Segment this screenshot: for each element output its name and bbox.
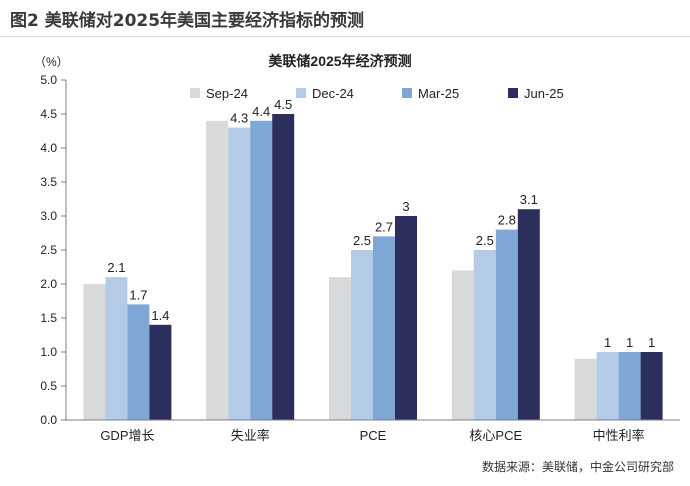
bar-value-label: 3.1 <box>520 192 538 207</box>
bars-group: 2.11.71.44.3 4.4 4.52.52.732.52.83.11 1 1 <box>83 97 663 421</box>
bar <box>250 120 273 421</box>
x-category-label: 失业率 <box>231 428 270 443</box>
data-source-note: 数据来源：美联储，中金公司研究部 <box>481 460 674 474</box>
bar <box>83 284 106 420</box>
bar-value-label: 4.5 <box>274 97 292 112</box>
bar <box>618 352 641 420</box>
y-tick-label: 1.0 <box>40 345 57 359</box>
x-axis: GDP增长 失业率 PCE 核心PCE 中性利率 <box>66 419 680 443</box>
bar <box>329 277 351 420</box>
bar <box>105 277 128 420</box>
bar-value-label: 1 <box>626 335 633 350</box>
y-tick-label: 2.5 <box>40 243 57 257</box>
legend-label: Dec-24 <box>312 86 354 101</box>
bar <box>272 114 295 420</box>
legend-swatch <box>402 88 412 98</box>
bar-value-label: 3 <box>402 199 409 214</box>
y-tick-label: 4.0 <box>40 141 57 155</box>
title-divider <box>0 36 690 37</box>
chart-title: 美联储2025年经济预测 <box>268 53 411 69</box>
bar <box>574 358 597 420</box>
bar-value-label: 1.4 <box>151 308 169 323</box>
x-category-label: PCE <box>360 428 387 443</box>
y-tick-label: 4.5 <box>40 107 57 121</box>
bar-value-label: 2.7 <box>375 219 393 234</box>
bar <box>373 236 395 420</box>
y-tick-label: 5.0 <box>40 73 57 87</box>
bar <box>127 304 150 420</box>
legend-label: Jun-25 <box>524 86 564 101</box>
legend: Sep-24 Dec-24 Mar-25 Jun-25 <box>190 86 564 101</box>
bar-value-label: 2.1 <box>107 260 125 275</box>
y-tick-label: 3.0 <box>40 209 57 223</box>
legend-swatch <box>190 88 200 98</box>
bar <box>395 216 417 420</box>
legend-swatch <box>296 88 306 98</box>
y-tick-label: 1.5 <box>40 311 57 325</box>
bar-value-label: 1 <box>604 335 611 350</box>
bar-value-label: 4.3 <box>230 111 248 126</box>
y-axis: 0.0 0.5 1.0 1.5 2.0 2.5 3.0 3.5 4.0 4.5 5.0 <box>40 73 67 427</box>
y-axis-unit-label: （%） <box>34 55 69 69</box>
y-tick-label: 0.5 <box>40 379 57 393</box>
bar-value-label: 1 <box>648 335 655 350</box>
legend-label: Mar-25 <box>418 86 459 101</box>
y-tick-label: 3.5 <box>40 175 57 189</box>
legend-swatch <box>508 88 518 98</box>
bar <box>149 324 172 420</box>
bar <box>473 250 496 420</box>
x-category-label: GDP增长 <box>100 428 154 443</box>
bar-value-label: 2.8 <box>498 213 516 228</box>
bar <box>596 352 619 420</box>
bar-value-label: 2.5 <box>476 233 494 248</box>
bar <box>517 209 540 420</box>
y-tick-label: 0.0 <box>40 413 57 427</box>
bar-value-label: 1.7 <box>129 287 147 302</box>
legend-label: Sep-24 <box>206 86 248 101</box>
bar <box>640 352 663 420</box>
figure-title: 图2 美联储对2025年美国主要经济指标的预测 <box>10 11 365 31</box>
bar <box>206 120 229 421</box>
x-category-label: 核心PCE <box>469 428 522 443</box>
bar <box>351 250 373 420</box>
x-category-label: 中性利率 <box>593 428 645 443</box>
y-tick-label: 2.0 <box>40 277 57 291</box>
bar <box>228 127 251 420</box>
bar <box>451 270 474 420</box>
bar-value-label: 2.5 <box>353 233 371 248</box>
bar <box>495 229 518 420</box>
bar-value-label: 4.4 <box>252 104 270 119</box>
